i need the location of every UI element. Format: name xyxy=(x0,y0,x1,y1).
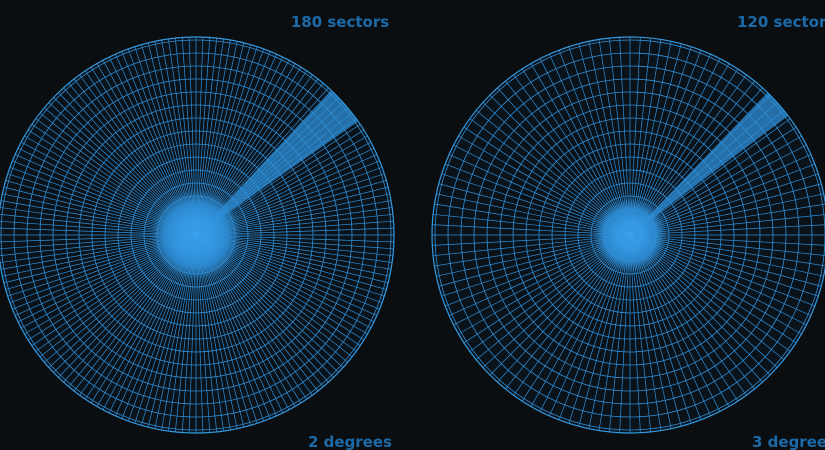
ring xyxy=(0,36,395,434)
ring xyxy=(0,39,392,431)
ring xyxy=(538,143,722,327)
ring xyxy=(143,182,249,288)
ring xyxy=(551,156,709,314)
degree-caption: 2 degrees xyxy=(308,433,392,450)
ring xyxy=(473,78,787,392)
ring xyxy=(52,91,340,379)
ring xyxy=(26,65,366,405)
ring xyxy=(486,91,774,379)
ring xyxy=(130,169,262,301)
ring xyxy=(117,156,275,314)
ring xyxy=(577,182,683,288)
ring xyxy=(564,169,696,301)
ring xyxy=(65,104,327,366)
ring xyxy=(91,130,301,340)
sector-lines xyxy=(0,37,394,433)
ring xyxy=(39,78,353,392)
radar xyxy=(431,36,825,434)
core-glow xyxy=(592,197,668,273)
sector-label: 180 sectors xyxy=(291,13,389,31)
ring xyxy=(434,39,825,431)
ring xyxy=(13,52,379,418)
ring xyxy=(460,65,800,405)
ring xyxy=(78,117,314,353)
ring xyxy=(525,130,735,340)
sector-lines xyxy=(432,37,825,433)
ring xyxy=(431,36,825,434)
radar xyxy=(0,36,395,434)
ring xyxy=(499,104,761,366)
degree-caption: 3 degrees xyxy=(752,433,825,450)
sector-label: 120 sectors xyxy=(737,13,825,31)
core-glow xyxy=(151,190,241,280)
ring xyxy=(512,117,748,353)
ring xyxy=(447,52,813,418)
ring xyxy=(590,195,670,275)
ring xyxy=(104,143,288,327)
